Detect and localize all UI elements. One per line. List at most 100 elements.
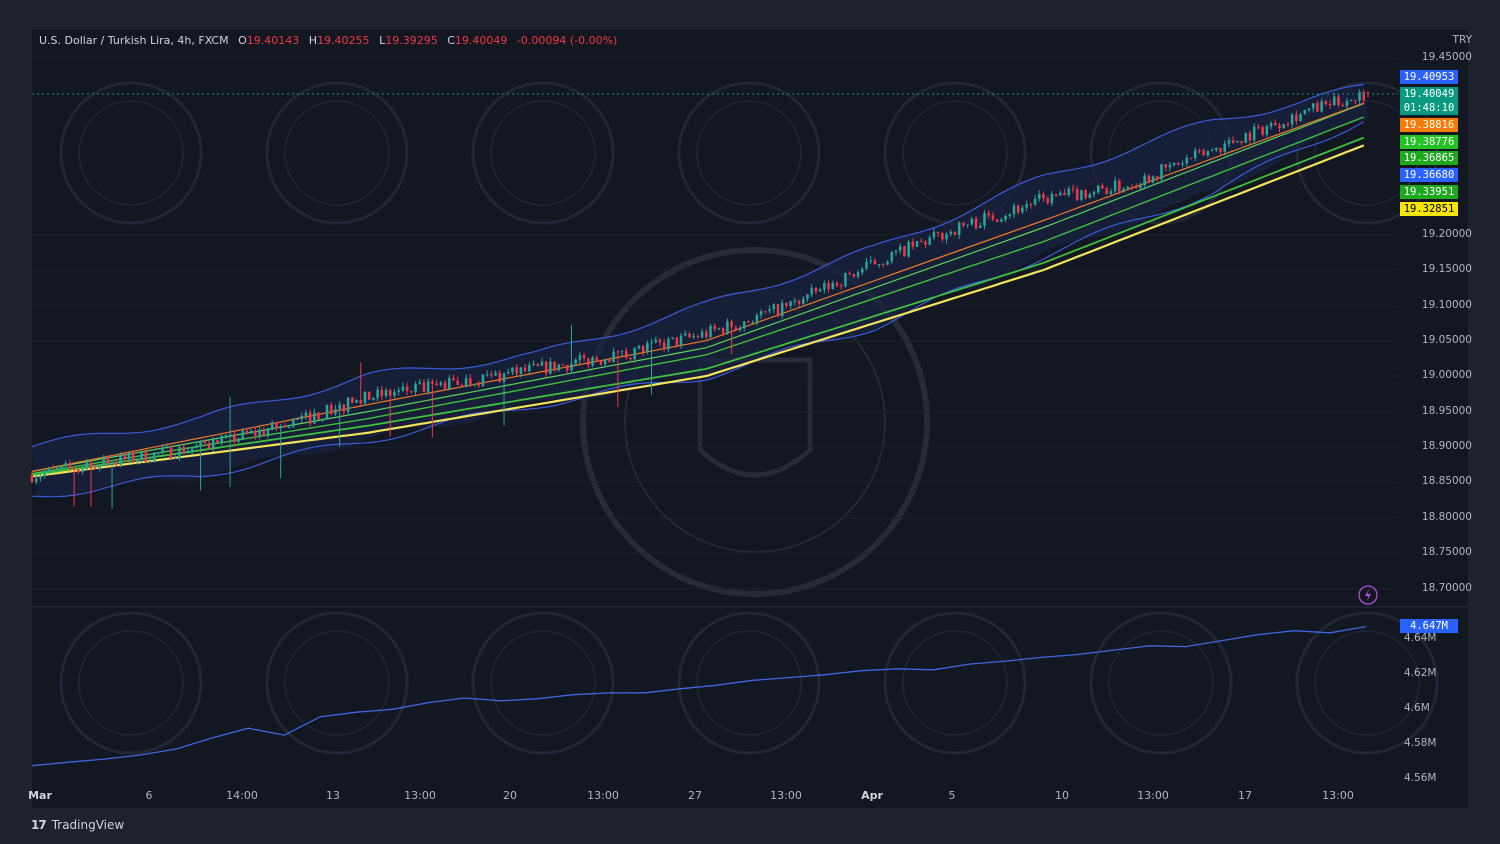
- symbol-header: U.S. Dollar / Turkish Lira, 4h, FXCM O19…: [39, 34, 617, 47]
- watermark-seal: [265, 611, 409, 755]
- candle: [646, 340, 649, 355]
- ema-fast-line: [31, 102, 1365, 472]
- candle: [376, 386, 379, 401]
- candle: [1240, 140, 1243, 146]
- candle: [334, 404, 337, 416]
- candle: [447, 374, 451, 391]
- candle: [481, 374, 485, 388]
- candle: [43, 469, 46, 479]
- candle: [1113, 176, 1117, 194]
- candle: [182, 443, 185, 455]
- price-tick-label: 18.85000: [1421, 475, 1472, 487]
- time-tick-label: 10: [1055, 789, 1069, 802]
- candlesticks: [30, 89, 1370, 509]
- watermark-seal: [677, 611, 821, 755]
- candle: [283, 423, 287, 428]
- watermark-seal: [471, 611, 615, 755]
- candle: [1358, 89, 1361, 104]
- candle: [894, 250, 898, 256]
- watermark-seal: [883, 611, 1027, 755]
- watermark-seal: [265, 81, 409, 225]
- indicator-tick-label: 4.56M: [1404, 772, 1437, 784]
- candle: [797, 300, 801, 307]
- candle: [658, 338, 662, 346]
- candle: [325, 404, 329, 420]
- candle: [515, 364, 518, 377]
- candle: [683, 330, 687, 337]
- candle: [637, 344, 641, 350]
- candle: [603, 358, 607, 368]
- candle: [367, 391, 371, 400]
- candle: [346, 396, 350, 416]
- candle: [1067, 185, 1071, 198]
- candle: [64, 460, 67, 469]
- candle: [1054, 193, 1058, 197]
- candle: [1189, 157, 1193, 160]
- candle: [654, 336, 658, 344]
- candle: [89, 460, 93, 507]
- candle: [1261, 125, 1264, 137]
- candle: [1097, 185, 1100, 195]
- candle: [523, 363, 527, 373]
- candle: [258, 426, 261, 440]
- candle: [1202, 148, 1205, 156]
- candle: [405, 382, 409, 396]
- candle: [1269, 120, 1273, 130]
- ema-mid-line: [31, 102, 1365, 472]
- candle: [945, 231, 948, 244]
- candle: [561, 363, 565, 366]
- watermark-seal: [59, 81, 203, 225]
- candle: [1050, 190, 1054, 206]
- candle: [675, 337, 679, 348]
- candle: [814, 286, 818, 295]
- candle: [473, 383, 476, 387]
- candle: [1295, 110, 1298, 125]
- symbol-title: U.S. Dollar / Turkish Lira, 4h, FXCM: [39, 34, 229, 47]
- watermark-seal: [1089, 611, 1233, 755]
- candle: [991, 212, 995, 222]
- tradingview-logo[interactable]: 17 TradingView: [31, 818, 124, 832]
- candle: [1177, 161, 1180, 166]
- candle: [987, 210, 990, 219]
- candle: [785, 302, 788, 309]
- currency-label: TRY: [1452, 34, 1472, 46]
- candle: [688, 331, 691, 339]
- lightning-icon[interactable]: [1358, 585, 1378, 605]
- candle: [1101, 182, 1104, 189]
- price-badge: 19.40049: [1400, 87, 1458, 101]
- candle: [1075, 186, 1079, 202]
- candle: [304, 409, 308, 421]
- price-tick-label: 18.70000: [1421, 582, 1472, 594]
- candle: [1362, 89, 1366, 104]
- candle: [338, 401, 341, 447]
- candle: [190, 448, 194, 455]
- time-tick-label: 13: [326, 789, 340, 802]
- candle: [957, 221, 961, 240]
- candle: [47, 466, 51, 474]
- candle: [1080, 189, 1083, 202]
- candle: [717, 327, 721, 331]
- time-tick-label: 13:00: [770, 789, 802, 802]
- candle: [51, 464, 55, 469]
- open-value: 19.40143: [246, 34, 300, 47]
- candle: [806, 294, 809, 302]
- candle: [388, 388, 392, 437]
- candle: [818, 287, 822, 292]
- candle: [671, 337, 674, 340]
- candle: [363, 391, 367, 406]
- candle: [233, 431, 236, 446]
- candle: [161, 443, 164, 457]
- candle: [119, 452, 122, 468]
- candle: [287, 424, 291, 429]
- candle: [1016, 204, 1020, 215]
- candle: [738, 325, 742, 332]
- candle: [216, 439, 219, 443]
- candle: [77, 468, 80, 474]
- candle: [1354, 99, 1357, 105]
- watermark-seal: [59, 611, 203, 755]
- candle: [1333, 92, 1336, 106]
- candle: [1038, 190, 1041, 202]
- close-label: C: [447, 34, 455, 47]
- price-badge: 19.33951: [1400, 185, 1458, 199]
